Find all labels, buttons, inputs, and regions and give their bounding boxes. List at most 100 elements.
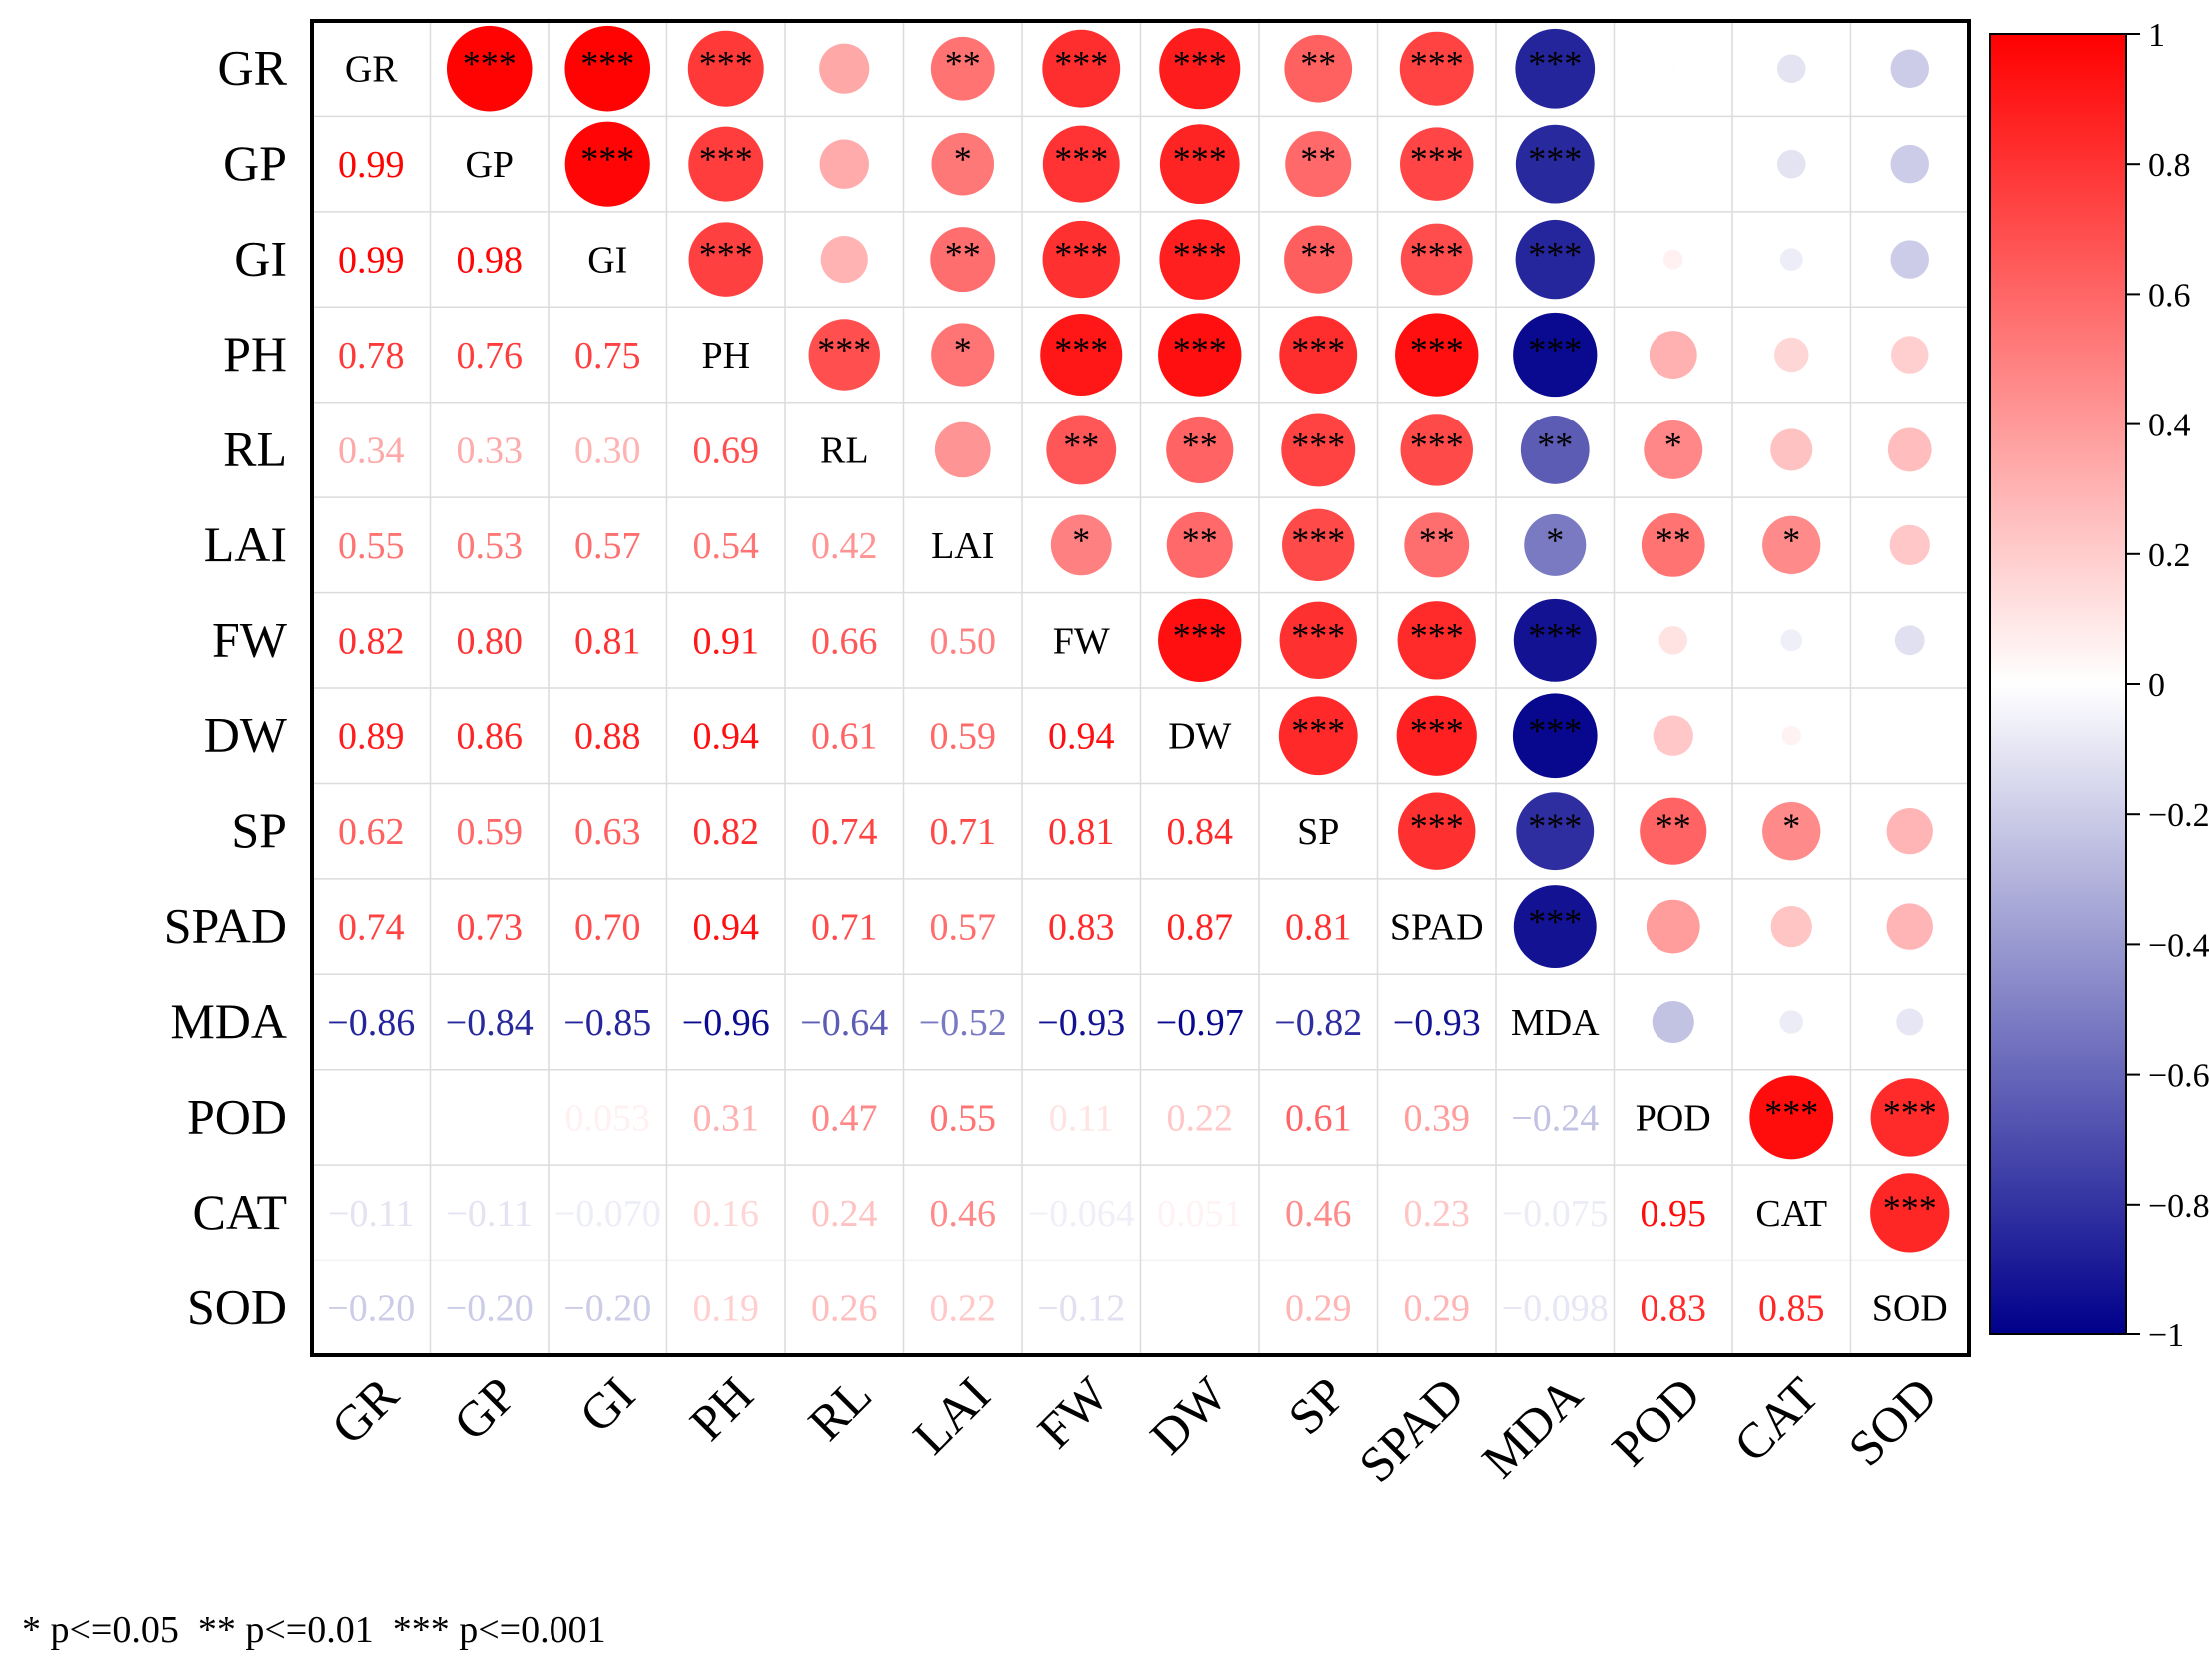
y-tick-label: SP bbox=[231, 802, 287, 858]
x-tick-label: GP bbox=[443, 1366, 528, 1451]
x-tick-label: PH bbox=[679, 1366, 764, 1451]
coefficient-label: 0.70 bbox=[574, 907, 641, 949]
x-tick-label: SOD bbox=[1837, 1366, 1947, 1476]
colorbar-tick-label: −0.8 bbox=[2148, 1188, 2209, 1225]
correlation-circle bbox=[1159, 219, 1241, 300]
correlation-circle bbox=[1400, 127, 1474, 201]
coefficient-label: 0.85 bbox=[1758, 1287, 1825, 1329]
correlation-circle bbox=[1515, 219, 1595, 300]
coefficient-label: −0.064 bbox=[1028, 1193, 1135, 1235]
coefficient-label: 0.78 bbox=[338, 335, 405, 377]
grid-lines bbox=[312, 21, 1969, 1356]
y-tick-label: DW bbox=[204, 707, 288, 763]
correlation-circle bbox=[1762, 515, 1821, 575]
colorbar-tick-label: 0.8 bbox=[2148, 147, 2191, 184]
y-tick-label: SPAD bbox=[164, 898, 287, 954]
coefficient-label: 0.98 bbox=[457, 240, 524, 282]
plot-frame bbox=[310, 19, 1971, 1357]
colorbar-tick-label: −1 bbox=[2148, 1317, 2184, 1354]
x-tick-label: FW bbox=[1026, 1366, 1119, 1459]
correlation-circle bbox=[1644, 420, 1703, 479]
coefficient-label: 0.26 bbox=[811, 1287, 878, 1329]
colorbar-tick-label: 1 bbox=[2148, 17, 2165, 54]
diagonal-label: GI bbox=[587, 240, 627, 282]
correlation-circle bbox=[1890, 144, 1929, 184]
coefficient-label: 0.46 bbox=[930, 1193, 997, 1235]
correlation-circle bbox=[934, 421, 991, 478]
correlation-circle bbox=[1158, 313, 1242, 397]
coefficient-label: 0.31 bbox=[693, 1097, 760, 1139]
correlation-circle bbox=[1646, 899, 1700, 954]
colorbar-tick-label: 0 bbox=[2148, 667, 2165, 704]
diagonal-label: LAI bbox=[931, 525, 994, 567]
significance-stars: *** bbox=[1883, 1092, 1937, 1132]
significance-stars: *** bbox=[1173, 235, 1227, 275]
coefficient-label: 0.81 bbox=[574, 620, 641, 662]
correlation-circle bbox=[688, 126, 764, 202]
coefficient-label: 0.74 bbox=[338, 907, 405, 949]
diagonal-label: FW bbox=[1053, 620, 1110, 662]
coefficient-label: −0.85 bbox=[563, 1002, 651, 1044]
colorbar-tick-label: −0.6 bbox=[2148, 1058, 2209, 1095]
correlation-circle bbox=[1891, 336, 1929, 374]
correlation-circle bbox=[1520, 416, 1590, 484]
correlation-circle bbox=[1400, 223, 1473, 296]
correlation-circle bbox=[1285, 131, 1352, 198]
diagonal-label: SOD bbox=[1872, 1287, 1948, 1329]
significance-stars: *** bbox=[1410, 806, 1464, 846]
coefficient-label: 0.82 bbox=[338, 620, 405, 662]
diagonal-label: PH bbox=[701, 335, 750, 377]
significance-stars: *** bbox=[1291, 615, 1345, 655]
coefficient-label: 0.99 bbox=[338, 144, 405, 186]
significance-stars: *** bbox=[1291, 711, 1345, 751]
correlation-circle bbox=[1890, 240, 1929, 279]
correlation-circle bbox=[931, 323, 995, 387]
correlation-circle bbox=[1513, 598, 1597, 682]
significance-stars: ** bbox=[1182, 424, 1218, 464]
significance-stars: *** bbox=[580, 44, 634, 84]
significance-stars: *** bbox=[1410, 330, 1464, 370]
x-tick-label: GI bbox=[568, 1366, 645, 1443]
correlation-circle bbox=[1653, 715, 1693, 756]
y-tick-label: MDA bbox=[170, 993, 287, 1049]
correlation-circle bbox=[1284, 225, 1353, 294]
coefficient-label: 0.051 bbox=[1157, 1193, 1243, 1235]
coefficient-label: 0.61 bbox=[1285, 1097, 1352, 1139]
correlation-circle bbox=[1641, 512, 1705, 577]
coefficient-label: −0.11 bbox=[446, 1193, 533, 1235]
diagonal-label: SP bbox=[1297, 811, 1339, 853]
correlation-circle bbox=[1399, 31, 1474, 106]
y-tick-label: PH bbox=[223, 326, 287, 382]
correlation-circle bbox=[1779, 1010, 1804, 1034]
coefficient-label: −0.11 bbox=[328, 1193, 415, 1235]
coefficient-label: 0.33 bbox=[457, 429, 524, 471]
coefficient-label: 0.80 bbox=[457, 620, 524, 662]
y-tick-label: POD bbox=[187, 1088, 287, 1144]
correlation-circle bbox=[1886, 903, 1933, 950]
correlation-circle bbox=[1776, 54, 1806, 83]
coefficient-label: 0.83 bbox=[1641, 1287, 1707, 1329]
correlation-circle bbox=[931, 132, 995, 196]
correlation-circle bbox=[1779, 248, 1803, 271]
y-tick-label: RL bbox=[223, 420, 287, 476]
significance-stars: * bbox=[1072, 520, 1090, 560]
coefficient-label: 0.57 bbox=[930, 907, 997, 949]
correlation-circle bbox=[1894, 625, 1925, 656]
x-tick-label: LAI bbox=[902, 1366, 1001, 1465]
significance-stars: *** bbox=[1528, 330, 1582, 370]
coefficient-label: 0.74 bbox=[811, 811, 878, 853]
coefficient-label: 0.99 bbox=[338, 240, 405, 282]
significance-stars: *** bbox=[1054, 139, 1108, 179]
significance-stars: *** bbox=[1054, 330, 1108, 370]
diagonal-label: DW bbox=[1168, 716, 1231, 758]
coefficient-label: 0.22 bbox=[1167, 1097, 1234, 1139]
significance-stars: *** bbox=[1173, 139, 1227, 179]
correlation-circle bbox=[1652, 1000, 1694, 1044]
significance-stars: *** bbox=[699, 139, 753, 179]
significance-stars: ** bbox=[1300, 235, 1336, 275]
x-tick-label: SPAD bbox=[1348, 1366, 1475, 1493]
correlation-circle bbox=[446, 25, 533, 112]
correlation-circle bbox=[1780, 629, 1803, 652]
coefficient-label: 0.53 bbox=[457, 525, 524, 567]
